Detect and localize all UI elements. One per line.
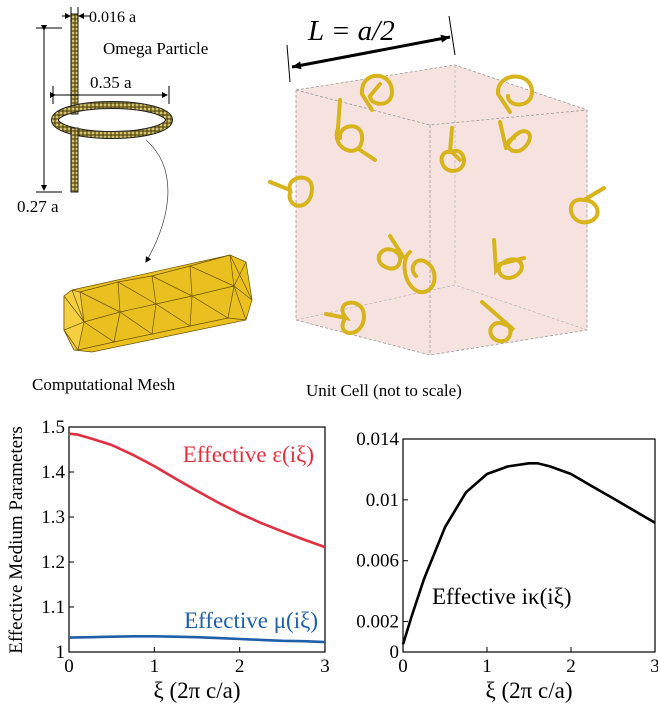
x-tick-label: 0 [64, 656, 74, 677]
series-line [68, 634, 326, 644]
particle [498, 120, 532, 154]
y-tick-label: 1 [56, 642, 66, 663]
particle [334, 98, 365, 153]
omega-wire-upper [70, 13, 79, 115]
y-tick-label: 0 [390, 642, 400, 663]
chart-kappa: 0 1 2 3 0 0.002 0.006 0.01 0.014 ξ (2π c/a) Effe… [356, 429, 658, 703]
x-tick-label: 0 [398, 656, 408, 677]
y-tick-label: 0.01 [366, 490, 399, 511]
particle [358, 148, 377, 162]
zoom-connector [145, 139, 169, 263]
omega-particle-title: Omega Particle [103, 39, 208, 58]
omega-particles [268, 73, 606, 344]
particle [376, 234, 406, 271]
y-tick-label: 1.5 [41, 417, 65, 438]
cell-caption: Unit Cell (not to scale) [306, 381, 462, 400]
thickness-label: 0.016 a [89, 9, 136, 26]
length-arrow [291, 34, 451, 70]
legend-kappa: Effective iκ(iξ) [432, 584, 572, 609]
mesh-caption: Computational Mesh [32, 375, 176, 394]
y-tick-label: 1.1 [41, 597, 65, 618]
series-line [68, 432, 326, 549]
plot-frame [402, 438, 656, 653]
x-tick-label: 1 [150, 656, 160, 677]
diameter-label: 0.35 a [90, 73, 132, 92]
omega-wire-lower [70, 127, 79, 193]
y-axis-label: Effective Medium Parameters [6, 426, 27, 654]
particle [496, 74, 535, 114]
particle [439, 126, 466, 173]
unit-cell: L = a/2 Unit Cell (not to scale) [268, 15, 606, 400]
x-tick-label: 1 [482, 656, 492, 677]
particle [480, 300, 516, 344]
y-tick-label: 1.2 [41, 552, 65, 573]
computational-mesh [63, 254, 253, 353]
series-line [401, 461, 656, 645]
x-axis-label: ξ (2π c/a) [486, 678, 573, 703]
particle [402, 250, 437, 295]
x-axis-label: ξ (2π c/a) [154, 678, 241, 703]
cell-length-label: L = a/2 [307, 15, 395, 47]
particle [268, 175, 315, 208]
particle [568, 186, 606, 225]
y-tick-label: 0.002 [356, 612, 399, 633]
y-tick-label: 1.3 [41, 507, 65, 528]
particle [359, 73, 395, 112]
chart-epsilon-mu: 0 1 2 311.11.21.31.41.5 Effective Medium Pa… [6, 417, 330, 703]
y-tick-label: 0.014 [356, 429, 399, 450]
particle [492, 238, 526, 280]
x-tick-label: 2 [235, 656, 245, 677]
x-tick-label: 3 [320, 656, 330, 677]
x-tick-label: 2 [566, 656, 576, 677]
legend-mu: Effective μ(iξ) [184, 608, 318, 633]
plot-frame [68, 426, 326, 653]
legend-epsilon: Effective ε(iξ) [183, 442, 314, 467]
omega-particle-diagram: 0.016 a Omega Particle 0.35 a 0.27 a [17, 7, 208, 263]
y-tick-label: 0.006 [356, 551, 399, 572]
omega-ring [52, 102, 172, 138]
x-tick-label: 3 [650, 656, 658, 677]
height-label: 0.27 a [17, 197, 59, 216]
particle [324, 300, 367, 335]
y-tick-label: 1.4 [41, 462, 65, 483]
